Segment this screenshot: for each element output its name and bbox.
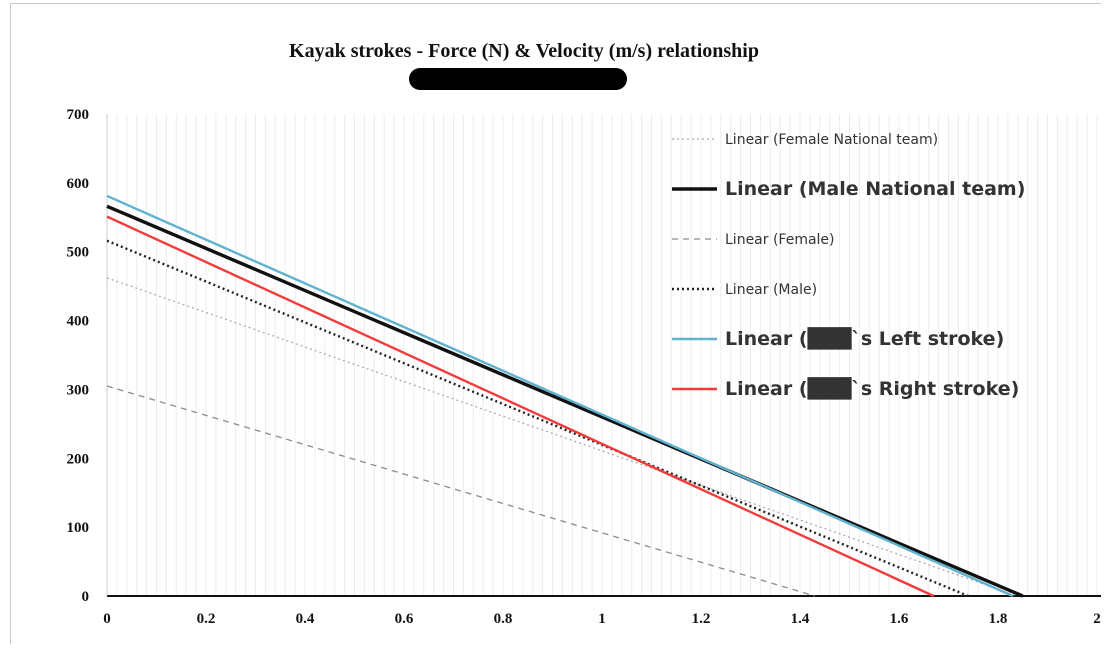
legend: Linear (Female National team) Linear (Mal… — [672, 132, 1025, 400]
legend-label: Linear (███`s Right stroke) — [725, 377, 1019, 400]
y-tick-label: 0 — [82, 589, 90, 605]
y-tick-label: 500 — [67, 245, 90, 261]
series-line — [106, 215, 935, 598]
x-tick-label: 0.4 — [296, 611, 315, 627]
legend-label: Linear (Female) — [725, 232, 835, 248]
x-tick-label: 0 — [103, 611, 111, 627]
series-line — [106, 204, 1024, 598]
x-tick-label: 2 — [1093, 611, 1101, 627]
tick-labels: 0 0.2 0.4 0.6 0.8 1 1.2 1.4 1.6 1.8 2 0 100 200 300 400… — [67, 107, 1101, 627]
series-line — [106, 277, 1018, 597]
chart-frame: Kayak strokes - Force (N) & Velocity (m/… — [10, 3, 1101, 644]
legend-label: Linear (Male National team) — [725, 178, 1025, 200]
x-tick-label: 1.6 — [890, 611, 909, 627]
x-tick-label: 1.2 — [692, 611, 711, 627]
chart: Kayak strokes - Force (N) & Velocity (m/… — [67, 40, 1101, 627]
y-tick-label: 200 — [67, 451, 90, 467]
x-tick-label: 1.4 — [791, 611, 810, 627]
legend-label: Linear (Male) — [725, 282, 817, 298]
redacted-subtitle — [409, 68, 627, 90]
y-tick-label: 300 — [67, 382, 90, 398]
chart-title: Kayak strokes - Force (N) & Velocity (m/… — [289, 40, 759, 62]
grid — [116, 114, 1098, 596]
x-tick-label: 1 — [598, 611, 606, 627]
series-line — [106, 385, 816, 597]
y-tick-label: 700 — [67, 107, 90, 123]
y-tick-label: 400 — [67, 314, 90, 330]
series-line — [106, 239, 969, 598]
x-tick-label: 1.8 — [989, 611, 1008, 627]
series-line — [106, 194, 1014, 598]
y-tick-label: 100 — [67, 520, 90, 536]
x-tick-label: 0.6 — [395, 611, 414, 627]
legend-label: Linear (███`s Left stroke) — [725, 327, 1004, 350]
axes — [106, 114, 1101, 597]
y-tick-label: 600 — [67, 176, 90, 192]
x-tick-label: 0.8 — [494, 611, 513, 627]
series-lines — [106, 194, 1024, 598]
legend-label: Linear (Female National team) — [725, 132, 938, 148]
x-tick-label: 0.2 — [197, 611, 216, 627]
